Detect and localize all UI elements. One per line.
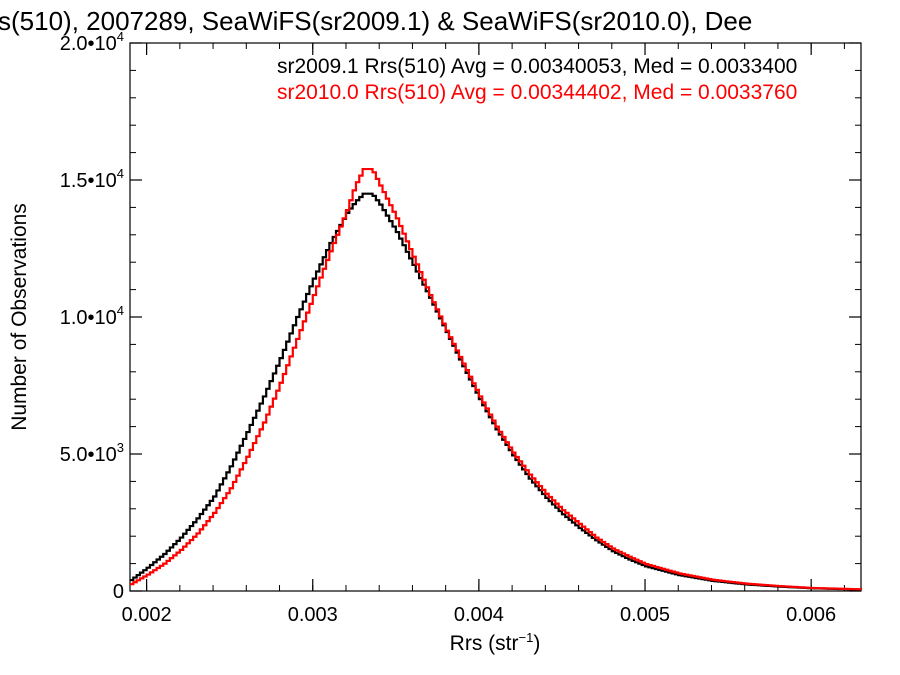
legend-entry-sr2009: sr2009.1 Rrs(510) Avg = 0.00340053, Med …: [277, 55, 797, 78]
series-line-sr20100: [130, 167, 863, 591]
y-tick-label: 1.5•104: [60, 166, 124, 192]
x-axis-label-sup: −1: [519, 630, 534, 645]
x-tick-label: 0.002: [122, 604, 172, 626]
y-axis-label: Number of Observations: [8, 203, 31, 431]
y-tick-label: 1.0•104: [60, 303, 124, 329]
plot-frame: [129, 42, 862, 592]
x-tick-label: 0.004: [454, 604, 504, 626]
x-axis-label-main: Rrs (str: [450, 632, 519, 655]
x-axis-label-end: ): [533, 632, 540, 655]
chart-title: s(510), 2007289, SeaWiFS(sr2009.1) & Sea…: [0, 6, 752, 36]
x-tick-label: 0.005: [620, 604, 670, 626]
x-axis-label: Rrs (str−1): [450, 630, 541, 655]
y-axis-ticks: 0 5.0•103 1.0•104 1.5•104 2.0•104: [60, 29, 861, 603]
y-tick-label: 2.0•104: [60, 29, 124, 55]
legend-entry-sr2010: sr2010.0 Rrs(510) Avg = 0.00344402, Med …: [277, 81, 797, 104]
y-tick-label: 5.0•103: [60, 440, 124, 466]
x-tick-label: 0.006: [786, 604, 836, 626]
x-tick-label: 0.003: [288, 604, 338, 626]
series-line-sr20091: [130, 192, 863, 591]
series-layer: [130, 167, 863, 591]
y-tick-label: 0: [113, 581, 124, 603]
x-axis-ticks: 0.002 0.003 0.004 0.005 0.006: [122, 43, 845, 626]
